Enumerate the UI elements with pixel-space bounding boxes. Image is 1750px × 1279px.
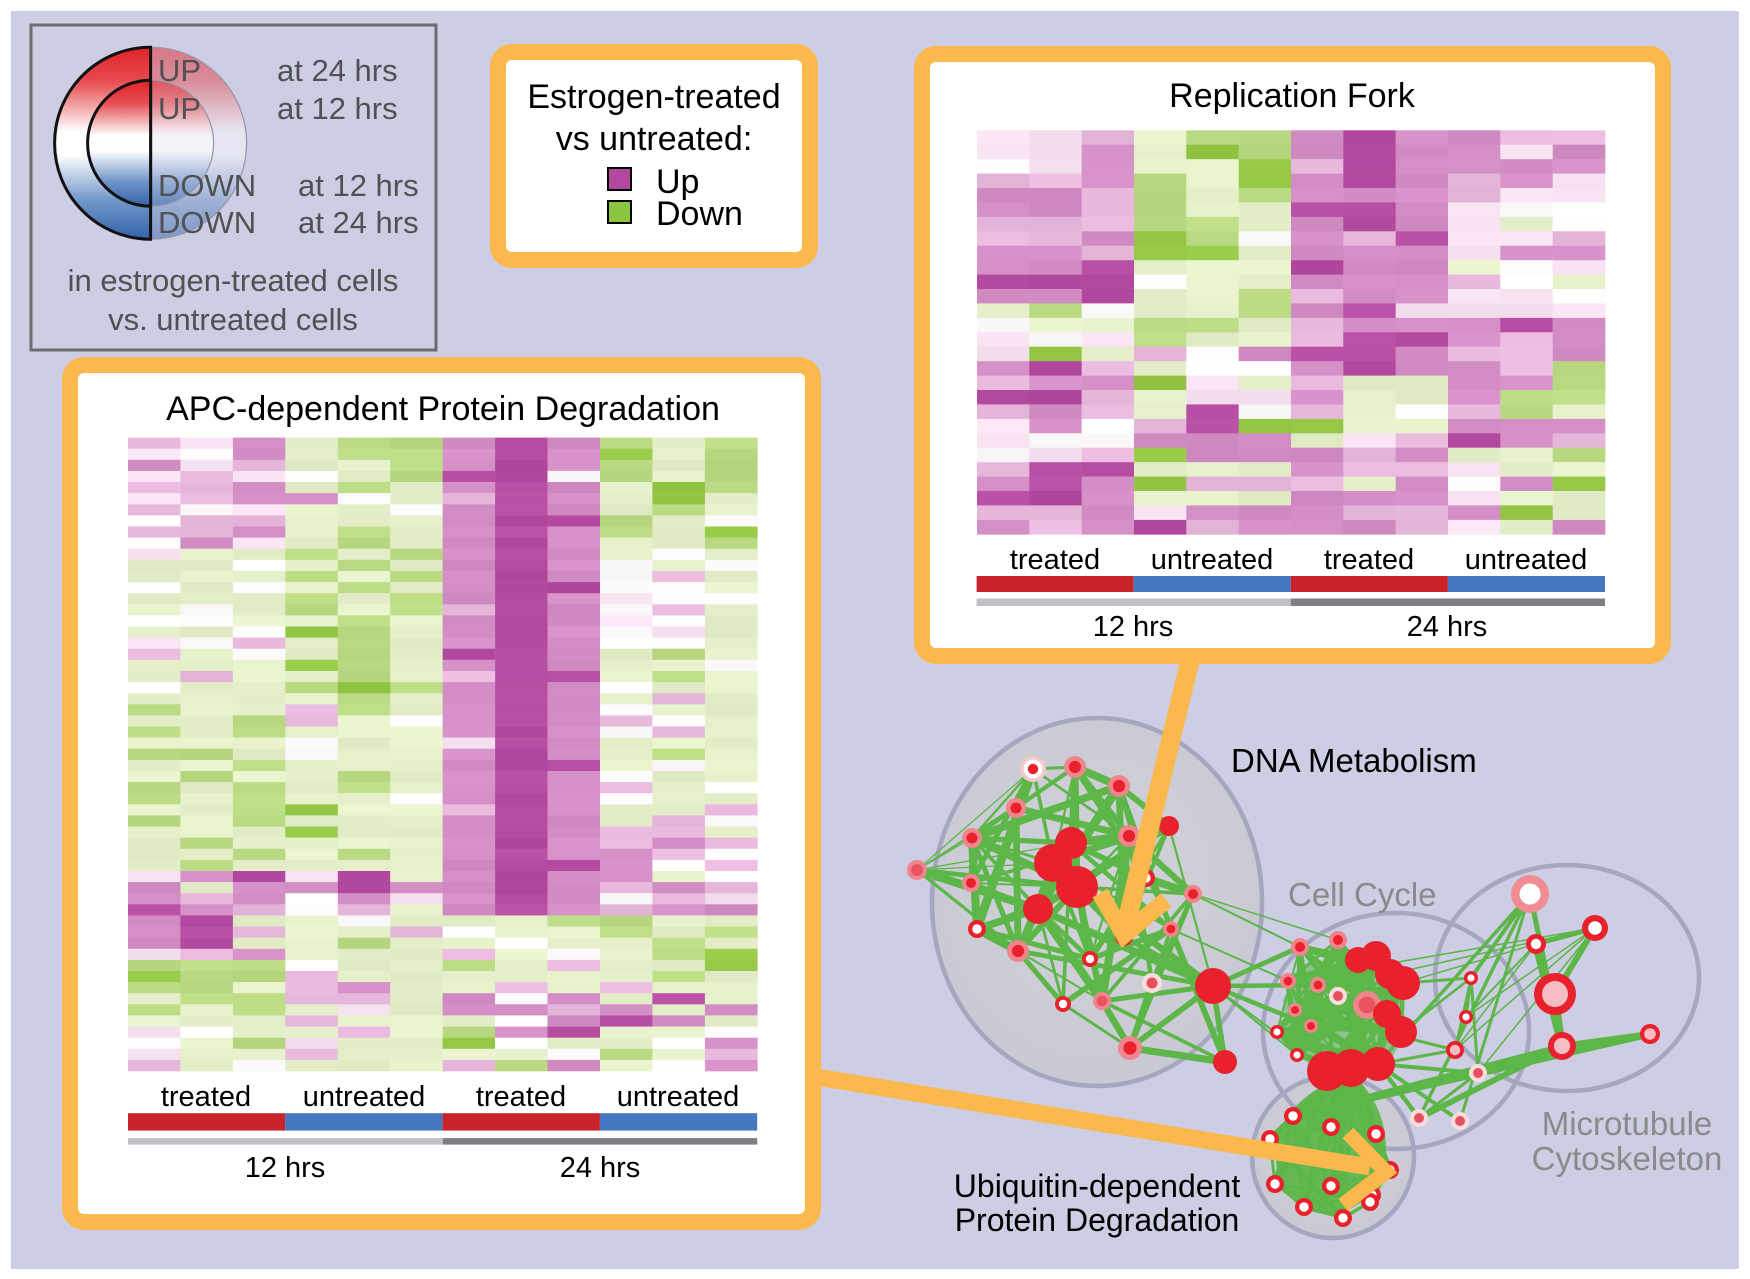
svg-text:DOWN: DOWN — [158, 168, 256, 203]
svg-text:untreated: untreated — [303, 1081, 426, 1113]
svg-text:at 24 hrs: at 24 hrs — [298, 205, 419, 240]
svg-text:DNA Metabolism: DNA Metabolism — [1231, 742, 1477, 779]
svg-text:untreated: untreated — [1465, 544, 1588, 576]
svg-text:Estrogen-treated: Estrogen-treated — [527, 78, 780, 116]
svg-text:untreated: untreated — [617, 1081, 740, 1113]
svg-text:DOWN: DOWN — [158, 205, 256, 240]
svg-text:treated: treated — [1010, 544, 1100, 576]
svg-text:vs. untreated cells: vs. untreated cells — [108, 302, 358, 337]
svg-text:Replication Fork: Replication Fork — [1169, 77, 1416, 115]
svg-text:at 12 hrs: at 12 hrs — [298, 168, 419, 203]
svg-text:Up: Up — [656, 163, 699, 201]
svg-text:vs untreated:: vs untreated: — [556, 120, 753, 158]
svg-text:treated: treated — [476, 1081, 566, 1113]
svg-text:treated: treated — [1324, 544, 1414, 576]
svg-text:12 hrs: 12 hrs — [245, 1152, 326, 1184]
svg-text:UP: UP — [158, 91, 201, 126]
svg-text:at 24 hrs: at 24 hrs — [277, 53, 398, 88]
svg-text:Protein Degradation: Protein Degradation — [955, 1202, 1240, 1238]
svg-text:at 12 hrs: at 12 hrs — [277, 91, 398, 126]
svg-text:Cell Cycle: Cell Cycle — [1288, 876, 1437, 913]
svg-text:treated: treated — [161, 1081, 251, 1113]
svg-text:12 hrs: 12 hrs — [1093, 611, 1174, 643]
svg-text:in estrogen-treated cells: in estrogen-treated cells — [68, 263, 399, 298]
svg-text:Ubiquitin-dependent: Ubiquitin-dependent — [954, 1168, 1241, 1204]
svg-text:APC-dependent Protein Degradat: APC-dependent Protein Degradation — [166, 390, 720, 428]
svg-text:Down: Down — [656, 195, 743, 233]
svg-text:Microtubule: Microtubule — [1542, 1105, 1713, 1142]
svg-text:UP: UP — [158, 53, 201, 88]
svg-text:24 hrs: 24 hrs — [560, 1152, 641, 1184]
svg-text:Cytoskeleton: Cytoskeleton — [1532, 1140, 1723, 1177]
svg-text:untreated: untreated — [1151, 544, 1274, 576]
svg-text:24 hrs: 24 hrs — [1407, 611, 1488, 643]
